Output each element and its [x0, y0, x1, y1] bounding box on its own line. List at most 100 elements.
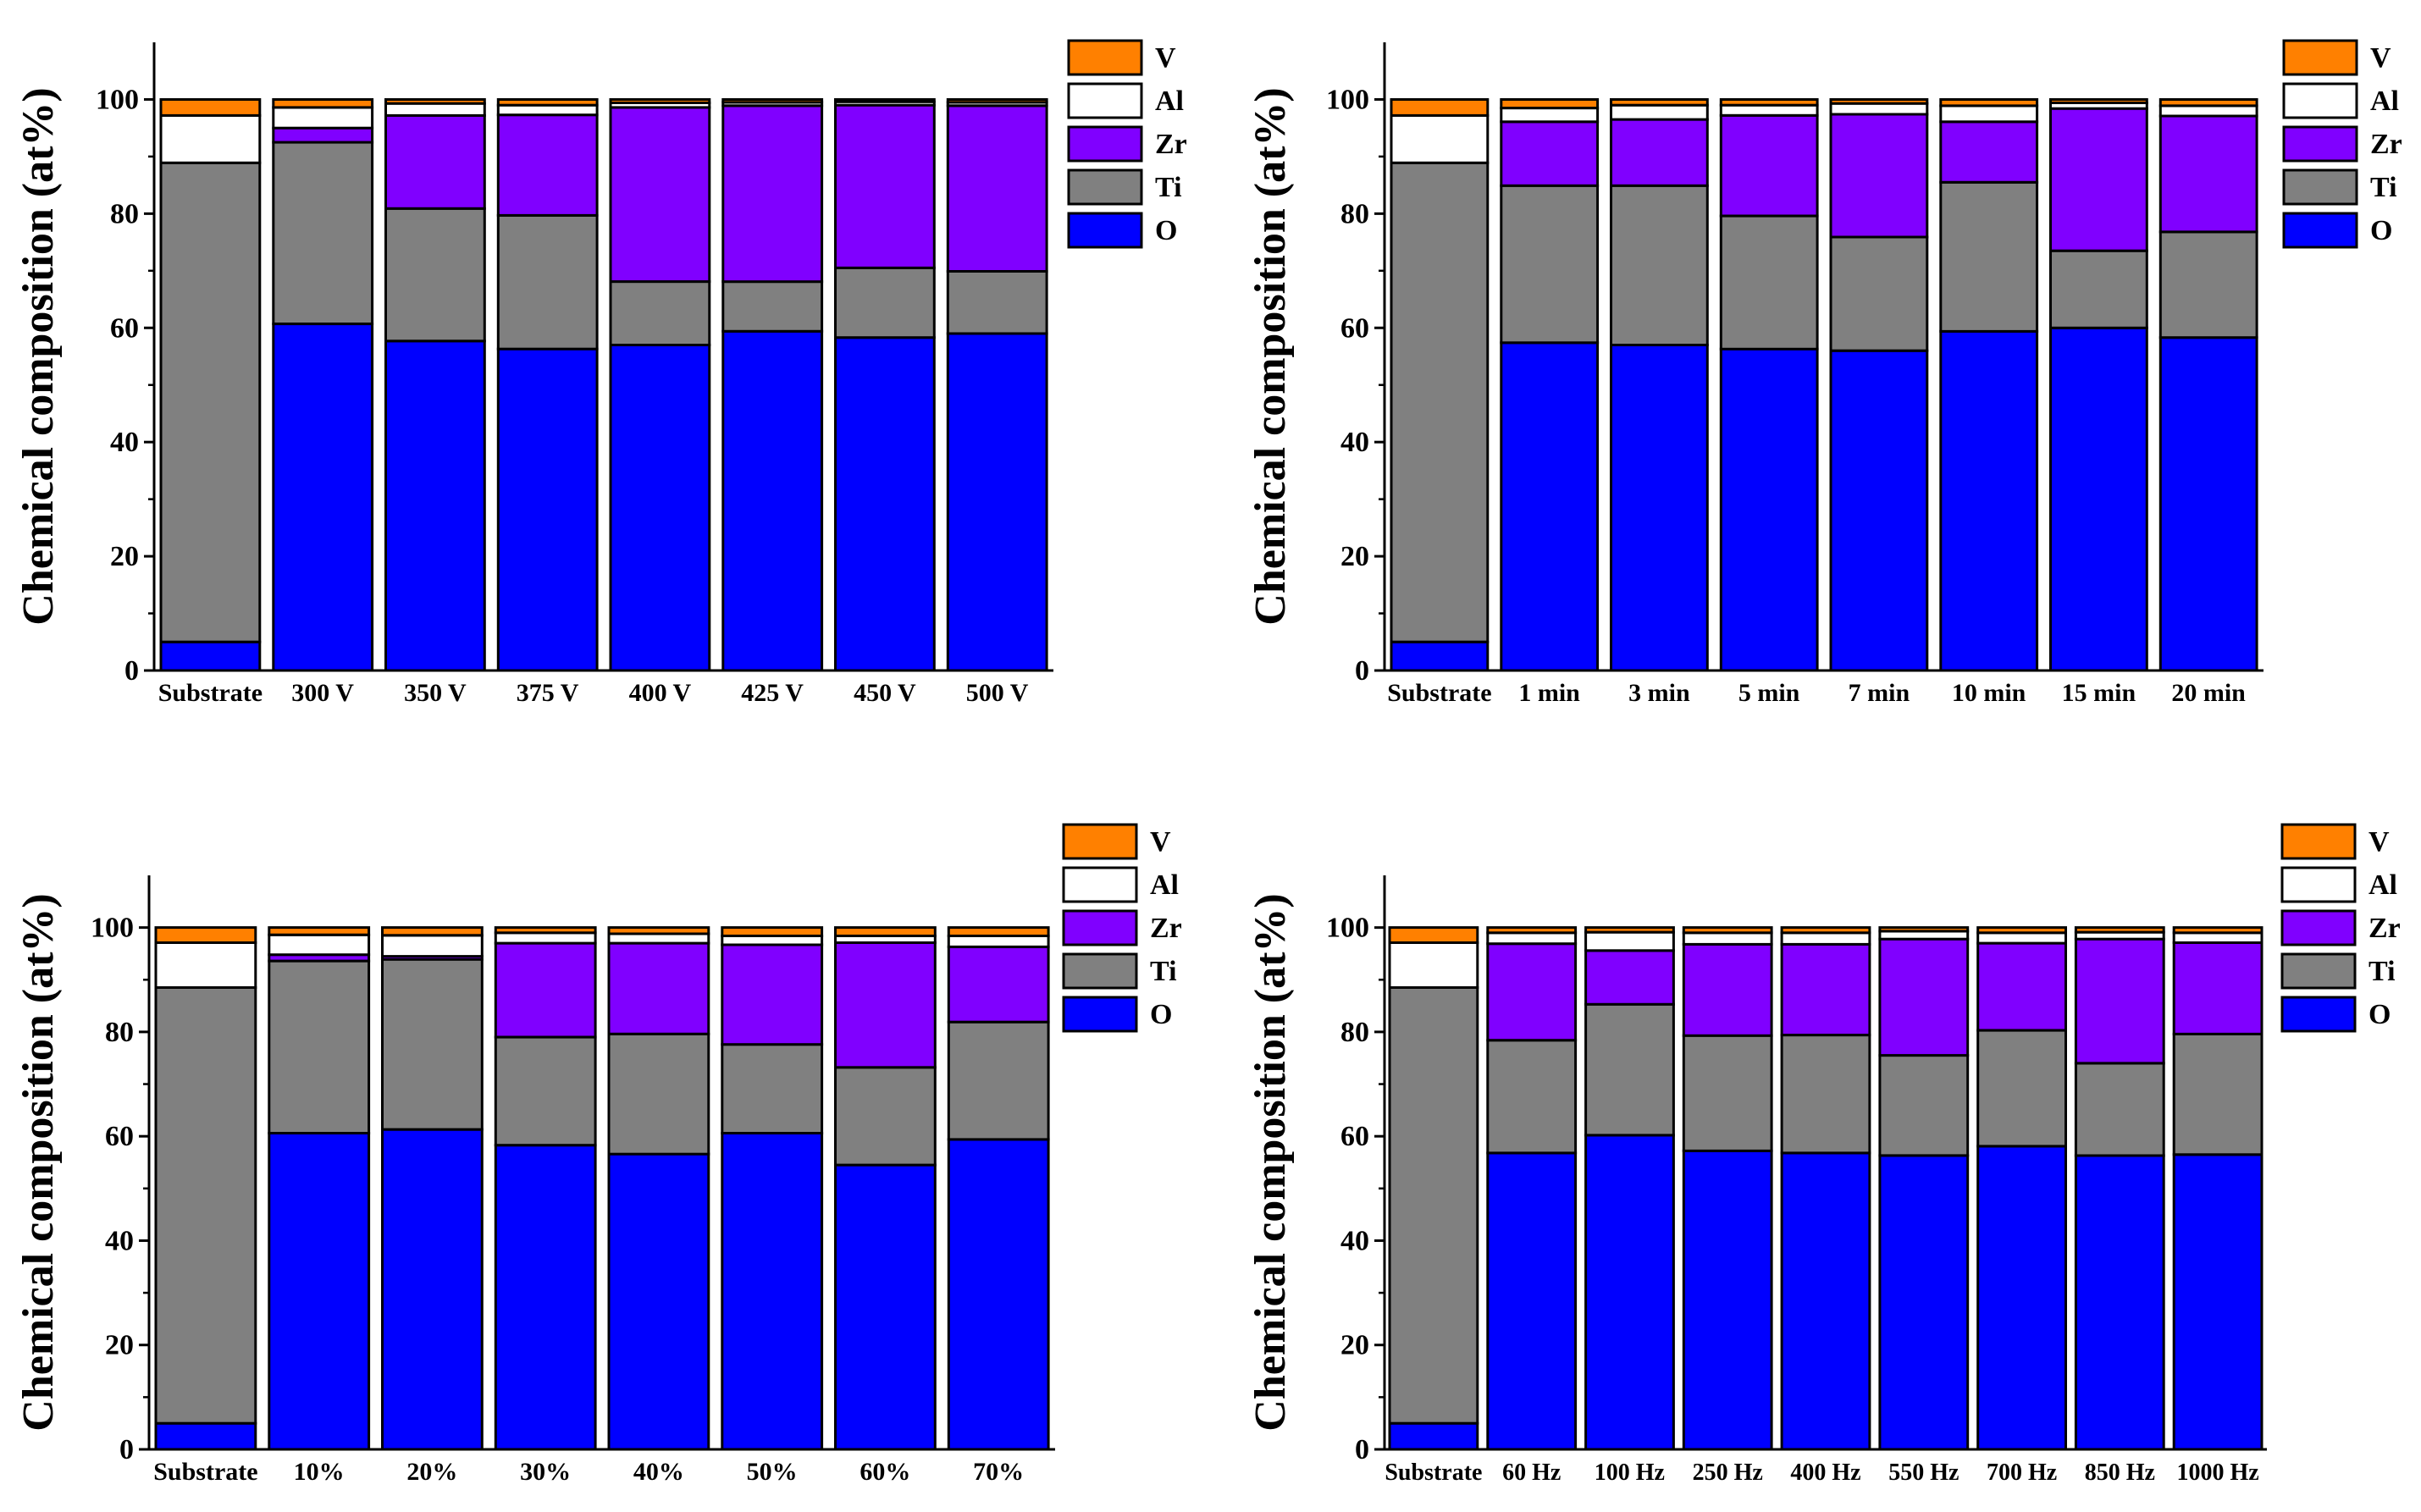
bar-segment-zr — [946, 104, 1048, 273]
bar-segment-ti — [2158, 230, 2258, 339]
bar-segment-ti — [946, 270, 1048, 335]
bar-segment-o — [2049, 326, 2148, 672]
bar-segment-v — [1390, 98, 1490, 117]
legend-label-al: Al — [1150, 869, 1179, 901]
bar-segment-ti — [494, 1035, 597, 1147]
bar-segment-v — [2158, 98, 2258, 108]
bar-segment-ti — [1500, 184, 1600, 345]
legend-label-al: Al — [2368, 869, 2397, 901]
bar-segment-o — [1780, 1151, 1871, 1451]
bar-segment-al — [268, 933, 371, 957]
bar-segment-v — [834, 926, 937, 938]
bar-segment-al — [1682, 931, 1773, 946]
x-tick-label: 400 Hz — [1790, 1460, 1860, 1486]
x-tick-label: 30% — [520, 1458, 571, 1486]
y-tick-label: 40 — [105, 1225, 134, 1256]
bar-segment-o — [2074, 1154, 2165, 1451]
bar-segment-al — [1500, 107, 1600, 124]
x-tick-label: 500 V — [966, 679, 1029, 707]
legend-swatch-ti — [2280, 952, 2357, 990]
bar-segment-zr — [1939, 120, 2039, 184]
bar-segment-ti — [1829, 235, 1929, 352]
bar-segment-ti — [2172, 1032, 2263, 1156]
bar-segment-al — [1390, 113, 1490, 164]
legend-label-v: V — [2370, 42, 2391, 74]
legend-label-v: V — [1150, 826, 1171, 858]
bar-segment-ti — [1878, 1054, 1970, 1157]
legend-label-ti: Ti — [2368, 956, 2396, 987]
bar-segment-v — [721, 98, 824, 104]
bar-segment-zr — [1780, 942, 1871, 1037]
x-tick-label: 40% — [633, 1458, 684, 1486]
bar-segment-zr — [1584, 949, 1675, 1006]
bar-segment-o — [609, 344, 711, 672]
bar-segment-al — [2172, 931, 2263, 945]
bar-segment-ti — [1584, 1002, 1675, 1137]
bar-segment-v — [2074, 926, 2165, 934]
legend-swatch-al — [2280, 866, 2357, 903]
x-tick-label: 550 Hz — [1888, 1460, 1959, 1486]
x-tick-label: Substrate — [1385, 1460, 1482, 1486]
legend-swatch-al — [1062, 866, 1138, 903]
bar-segment-v — [607, 926, 710, 935]
bar-segment-ti — [272, 141, 374, 325]
x-tick-label: Substrate — [158, 679, 263, 707]
x-tick-label: 3 min — [1628, 679, 1690, 707]
legend-swatch-ti — [1067, 168, 1143, 206]
bar-segment-v — [494, 926, 597, 935]
bar-segment-ti — [947, 1020, 1050, 1141]
y-tick-label: 60 — [1340, 312, 1369, 344]
bar-segment-ti — [1780, 1034, 1871, 1155]
bar-segment-al — [494, 931, 597, 945]
bar-segment-o — [1939, 329, 2039, 672]
legend-label-ti: Ti — [1155, 172, 1182, 203]
bar-segment-ti — [2074, 1062, 2165, 1157]
bar-segment-o — [1388, 1421, 1479, 1451]
y-tick-label: 40 — [1340, 1225, 1369, 1256]
y-tick-label: 100 — [96, 84, 139, 115]
bar-segment-o — [1584, 1134, 1675, 1451]
legend-label-o: O — [2368, 999, 2391, 1030]
bar-segment-v — [1939, 98, 2039, 108]
y-axis-label: Chemical composition (at%) — [14, 893, 63, 1431]
legend: V Al Zr Ti O — [1067, 39, 1187, 249]
y-tick-label: 20 — [1340, 541, 1369, 572]
bar-segment-zr — [947, 945, 1050, 1024]
legend: V Al Zr Ti O — [2280, 823, 2401, 1033]
legend-label-zr: Zr — [1155, 129, 1187, 160]
bar-segment-v — [2049, 98, 2148, 104]
bar-segment-o — [947, 1138, 1050, 1451]
x-tick-label: 375 V — [517, 679, 579, 707]
x-tick-label: 70% — [973, 1458, 1024, 1486]
y-axis-label: Chemical composition (at%) — [1246, 87, 1295, 625]
y-tick-label: 80 — [1340, 198, 1369, 229]
bar-segment-zr — [2158, 114, 2258, 234]
y-tick-label: 40 — [110, 427, 139, 458]
bar-segment-zr — [1829, 113, 1929, 239]
bar-segment-v — [496, 98, 599, 107]
legend-label-v: V — [1155, 42, 1176, 74]
x-tick-label: 250 Hz — [1693, 1460, 1763, 1486]
bar-segment-zr — [721, 943, 824, 1046]
bar-segment-al — [721, 935, 824, 946]
bar-segment-v — [268, 926, 371, 936]
bar-segment-al — [1610, 103, 1709, 121]
bar-segment-ti — [721, 1043, 824, 1135]
bar-segment-o — [1610, 344, 1709, 672]
x-tick-label: 400 V — [629, 679, 692, 707]
bar-segment-o — [1390, 640, 1490, 672]
legend-swatch-o — [1062, 996, 1138, 1033]
bar-segment-al — [159, 113, 262, 164]
x-tick-label: 15 min — [2062, 679, 2136, 707]
x-tick-label: 20 min — [2171, 679, 2246, 707]
bar-segment-ti — [159, 161, 262, 643]
bar-segment-zr — [1719, 113, 1819, 218]
bar-segment-o — [268, 1132, 371, 1451]
legend-swatch-o — [1067, 212, 1143, 249]
legend-swatch-o — [2282, 212, 2358, 249]
x-tick-label: 100 Hz — [1595, 1460, 1665, 1486]
x-tick-label: Substrate — [153, 1458, 257, 1486]
legend-swatch-v — [1067, 39, 1143, 76]
legend-swatch-v — [2280, 823, 2357, 860]
bar-segment-v — [1610, 98, 1709, 107]
